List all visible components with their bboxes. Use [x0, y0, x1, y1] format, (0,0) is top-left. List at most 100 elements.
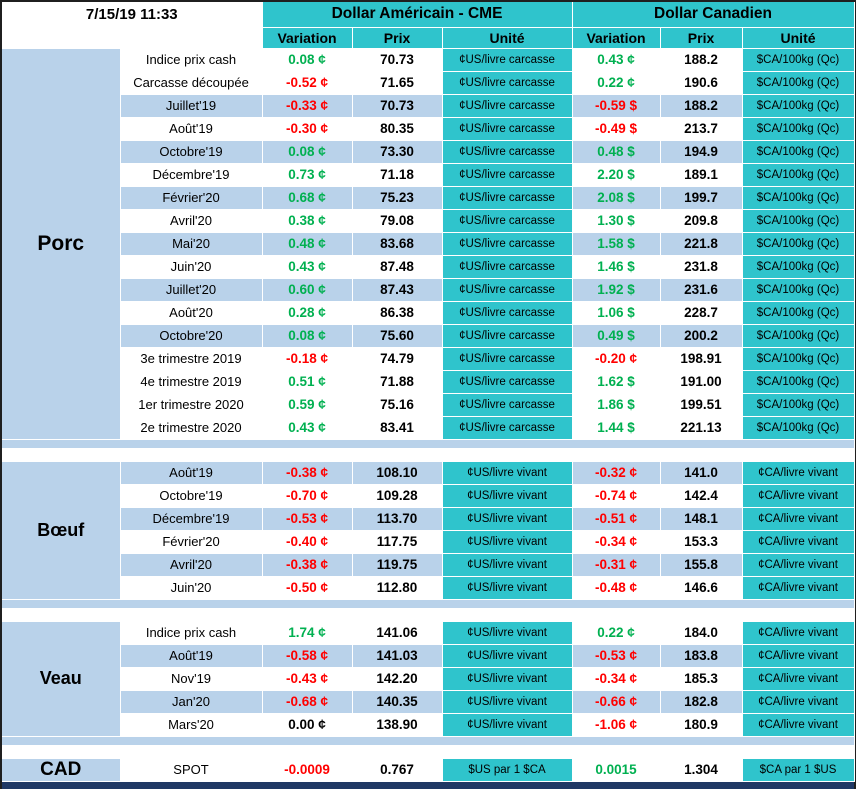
ca-variation-value: -0.32 ¢	[572, 461, 661, 485]
ca-variation-value: -1.06 ¢	[572, 713, 661, 737]
table-row: Juin'20 -0.50 ¢ 112.80 ¢US/livre vivant -0.4…	[2, 576, 855, 600]
ca-price-value: 198.91	[660, 347, 743, 371]
ca-unit-label: $CA/100kg (Qc)	[742, 94, 855, 118]
us-unit-label: ¢US/livre vivant	[442, 507, 573, 531]
table-row: Octobre'19 0.08 ¢ 73.30 ¢US/livre carcasse 0…	[2, 140, 855, 164]
us-variation-value: -0.0009	[262, 758, 353, 782]
ca-variation-value: -0.53 ¢	[572, 644, 661, 668]
ca-price-value: 188.2	[660, 94, 743, 118]
ca-unit-label: $CA/100kg (Qc)	[742, 370, 855, 394]
us-price-value: 119.75	[352, 553, 443, 577]
section-separator	[2, 736, 855, 746]
separator-cell	[2, 745, 855, 759]
us-unit-label: ¢US/livre vivant	[442, 621, 573, 645]
table-row: Porc Indice prix cash 0.08 ¢ 70.73 ¢US/livre…	[2, 48, 855, 440]
us-unit-label: ¢US/livre carcasse	[442, 48, 573, 72]
table-row: CAD SPOT -0.0009 0.767 $US par 1 $CA 0.0015 1.…	[2, 758, 855, 782]
ca-variation-value: -0.59 $	[572, 94, 661, 118]
us-price-value: 141.03	[352, 644, 443, 668]
us-unit-label: ¢US/livre carcasse	[442, 278, 573, 302]
us-unit-label: ¢US/livre carcasse	[442, 140, 573, 164]
row-label: Octobre'19	[120, 484, 263, 508]
ca-unit-label: ¢CA/livre vivant	[742, 713, 855, 737]
row-label: Décembre'19	[120, 507, 263, 531]
us-unit-label: ¢US/livre vivant	[442, 644, 573, 668]
ca-price-value: 221.8	[660, 232, 743, 256]
ca-unit-label: $CA/100kg (Qc)	[742, 393, 855, 417]
us-price-value: 109.28	[352, 484, 443, 508]
ca-variation-value: 0.48 $	[572, 140, 661, 164]
ca-price-value: 141.0	[660, 461, 743, 485]
ca-unit-label: ¢CA/livre vivant	[742, 530, 855, 554]
us-variation-value: 0.59 ¢	[262, 393, 353, 417]
us-price-value: 140.35	[352, 690, 443, 714]
ca-unit-label: $CA/100kg (Qc)	[742, 186, 855, 210]
ca-unit-label: $CA/100kg (Qc)	[742, 71, 855, 95]
us-unit-label: ¢US/livre carcasse	[442, 324, 573, 348]
ca-variation-value: 0.22 ¢	[572, 71, 661, 95]
ca-variation-value: 1.62 $	[572, 370, 661, 394]
ca-unit-label: ¢CA/livre vivant	[742, 576, 855, 600]
us-variation-value: -0.18 ¢	[262, 347, 353, 371]
ca-price-value: 148.1	[660, 507, 743, 531]
ca-price-value: 199.7	[660, 186, 743, 210]
ca-variation-value: 1.92 $	[572, 278, 661, 302]
row-label: SPOT	[120, 758, 263, 782]
row-label: 2e trimestre 2020	[120, 416, 263, 440]
table-row: Avril'20 -0.38 ¢ 119.75 ¢US/livre vivant -0.…	[2, 553, 855, 577]
ca-price-value: 228.7	[660, 301, 743, 325]
row-label: Jan'20	[120, 690, 263, 714]
us-variation-value: -0.30 ¢	[262, 117, 353, 141]
us-price-value: 83.68	[352, 232, 443, 256]
ca-price-value: 199.51	[660, 393, 743, 417]
ca-unit-label: ¢CA/livre vivant	[742, 553, 855, 577]
row-label: Février'20	[120, 186, 263, 210]
ca-price-value: 231.8	[660, 255, 743, 279]
us-price-value: 80.35	[352, 117, 443, 141]
ca-price-value: 231.6	[660, 278, 743, 302]
table-row: Août'19 -0.58 ¢ 141.03 ¢US/livre vivant -0.5…	[2, 644, 855, 668]
ca-price-value: 200.2	[660, 324, 743, 348]
table-row: Février'20 -0.40 ¢ 117.75 ¢US/livre vivant -…	[2, 530, 855, 554]
ca-variation-value: -0.20 ¢	[572, 347, 661, 371]
table-row: Juillet'19 -0.33 ¢ 70.73 ¢US/livre carcasse…	[2, 94, 855, 118]
table-row: 1er trimestre 2020 0.59 ¢ 75.16 ¢US/livre c…	[2, 393, 855, 417]
separator-cell	[2, 736, 855, 746]
report-datetime: 7/15/19 11:33	[2, 2, 263, 28]
ca-price-value: 142.4	[660, 484, 743, 508]
ca-price-value: 190.6	[660, 71, 743, 95]
row-label: Avril'20	[120, 209, 263, 233]
us-variation-value: -0.43 ¢	[262, 667, 353, 691]
us-price-value: 87.48	[352, 255, 443, 279]
row-label: Mai'20	[120, 232, 263, 256]
ca-variation-value: -0.51 ¢	[572, 507, 661, 531]
table-row: Octobre'20 0.08 ¢ 75.60 ¢US/livre carcasse 0…	[2, 324, 855, 348]
row-label: Indice prix cash	[120, 48, 263, 72]
ca-price-value: 146.6	[660, 576, 743, 600]
us-price-value: 75.60	[352, 324, 443, 348]
us-unite-column-header: Unité	[442, 27, 573, 49]
ca-unit-label: $CA/100kg (Qc)	[742, 347, 855, 371]
us-variation-column-header: Variation	[262, 27, 353, 49]
ca-variation-value: -0.74 ¢	[572, 484, 661, 508]
section-label-veau: Veau	[2, 621, 121, 737]
us-price-value: 74.79	[352, 347, 443, 371]
ca-unit-label: $CA par 1 $US	[742, 758, 855, 782]
section-separator	[2, 608, 855, 622]
ca-unit-label: $CA/100kg (Qc)	[742, 255, 855, 279]
ca-unit-label: $CA/100kg (Qc)	[742, 324, 855, 348]
us-unit-label: ¢US/livre vivant	[442, 576, 573, 600]
row-label: Juillet'19	[120, 94, 263, 118]
us-price-value: 141.06	[352, 621, 443, 645]
ca-unit-label: $CA/100kg (Qc)	[742, 163, 855, 187]
us-variation-value: 0.51 ¢	[262, 370, 353, 394]
row-label: Août'19	[120, 644, 263, 668]
us-variation-value: -0.68 ¢	[262, 690, 353, 714]
ca-price-value: 183.8	[660, 644, 743, 668]
blank-cell	[2, 27, 263, 49]
us-variation-value: -0.38 ¢	[262, 461, 353, 485]
row-label: 4e trimestre 2019	[120, 370, 263, 394]
separator-cell	[2, 448, 855, 462]
ca-price-value: 1.304	[660, 758, 743, 782]
